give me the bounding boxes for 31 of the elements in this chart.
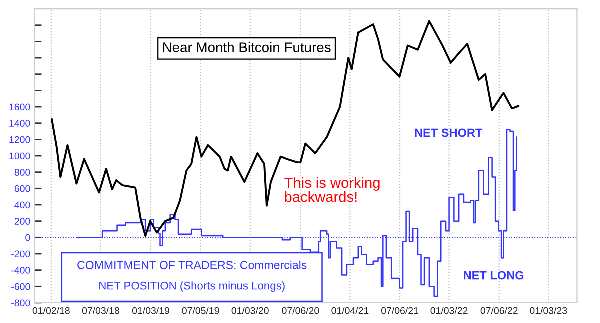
x-tick-label: 07/06/21 bbox=[381, 307, 418, 314]
annotation: NET POSITION (Shorts minus Longs) bbox=[100, 282, 285, 292]
y-tick-label: -800 bbox=[12, 300, 30, 307]
x-tick-label: 01/03/20 bbox=[232, 307, 269, 314]
y-tick-label: 1400 bbox=[10, 120, 30, 127]
y-tick-label: 400 bbox=[14, 202, 30, 209]
annotation: This is working backwards! bbox=[284, 177, 380, 202]
y-tick-label: 0 bbox=[26, 234, 30, 242]
x-tick-label: 01/03/22 bbox=[430, 307, 468, 314]
x-tick-label: 01/02/18 bbox=[32, 307, 70, 314]
annotation: NET LONG bbox=[464, 271, 524, 280]
x-tick-label: 07/03/18 bbox=[82, 307, 120, 314]
annotation: COMMITMENT OF TRADERS: Commercials bbox=[78, 260, 307, 270]
annotation: NET SHORT bbox=[415, 128, 483, 138]
y-tick-label: -200 bbox=[12, 250, 30, 258]
y-tick-label: 1000 bbox=[10, 152, 30, 160]
x-tick-label: 07/06/20 bbox=[282, 307, 320, 314]
x-tick-label: 07/06/22 bbox=[480, 307, 518, 314]
line-series bbox=[50, 20, 520, 237]
y-tick-label: 1200 bbox=[10, 136, 30, 144]
x-tick-label: 01/03/19 bbox=[132, 307, 170, 314]
x-tick-label: 01/04/21 bbox=[332, 307, 369, 314]
y-tick-label: 800 bbox=[14, 169, 30, 176]
y-tick-label: 1600 bbox=[10, 104, 30, 111]
x-tick-label: 01/03/23 bbox=[530, 307, 568, 314]
y-tick-label: -400 bbox=[12, 267, 30, 274]
y-tick-label: 200 bbox=[14, 218, 30, 225]
annotation: Near Month Bitcoin Futures bbox=[163, 42, 331, 52]
y-tick-label: -600 bbox=[12, 283, 30, 290]
y-tick-label: 600 bbox=[14, 185, 30, 192]
x-tick-label: 07/05/19 bbox=[182, 307, 220, 314]
